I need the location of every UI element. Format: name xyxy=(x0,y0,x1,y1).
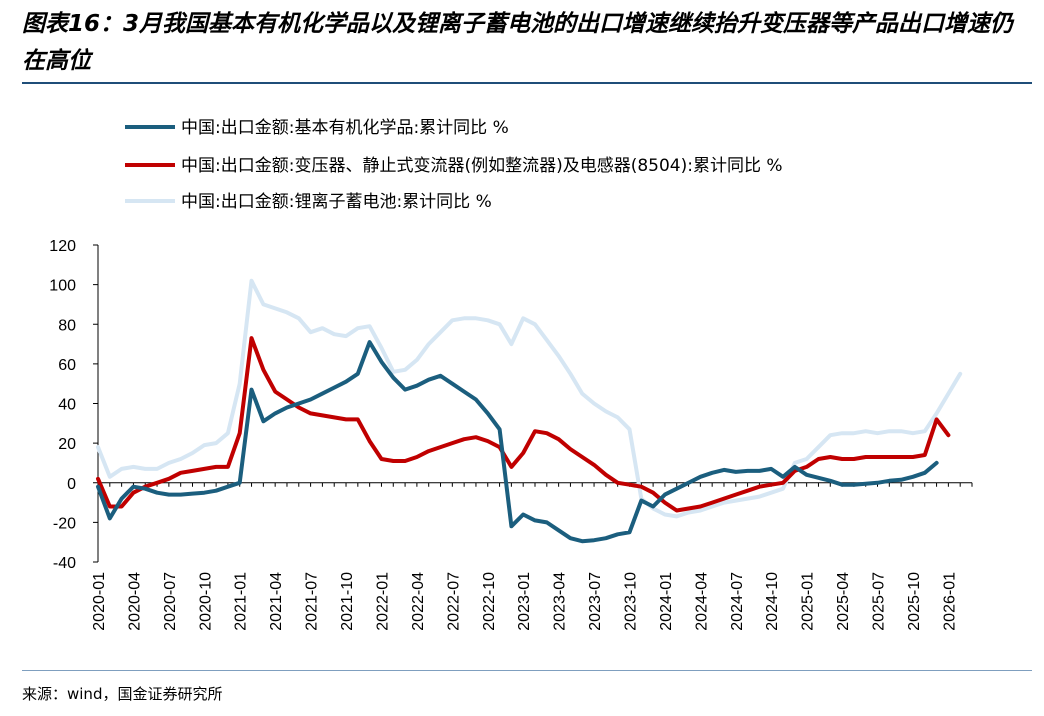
axes: -40 -20 0 20 40 60 80 100 120 2020-01 2020-04 2020-… xyxy=(49,238,973,631)
figure-title: 图表16：3月我国基本有机化学品以及锂离子蓄电池的出口增速继续抬升变压器等产品出… xyxy=(22,11,1014,74)
y-tick-label: -20 xyxy=(53,515,76,532)
x-tick-label: 2024-07 xyxy=(729,572,746,631)
legend: 中国:出口金额:基本有机化学品:累计同比 % 中国:出口金额:变压器、静止式变流器… xyxy=(125,118,783,212)
series-lines xyxy=(96,278,963,544)
x-tick-label: 2020-04 xyxy=(126,572,143,631)
x-tick-label: 2024-01 xyxy=(658,572,675,631)
legend-label: 中国:出口金额:锂离子蓄电池:累计同比 % xyxy=(181,192,492,212)
x-tick-label: 2022-04 xyxy=(410,572,427,631)
y-tick-label: 60 xyxy=(58,357,76,374)
x-tick-label: 2021-04 xyxy=(268,572,285,631)
x-tick-label: 2025-07 xyxy=(871,572,888,631)
series-line-2 xyxy=(96,278,963,519)
x-tick-label: 2023-01 xyxy=(516,572,533,631)
x-tick-label: 2024-04 xyxy=(693,572,710,631)
x-tick-label: 2023-07 xyxy=(587,572,604,631)
x-tick-label: 2025-04 xyxy=(835,572,852,631)
x-tick-label: 2021-10 xyxy=(339,572,356,631)
x-tick-label: 2025-10 xyxy=(906,572,923,631)
y-tick-label: 120 xyxy=(49,238,76,255)
series-line-0 xyxy=(96,340,939,544)
y-tick-label: 100 xyxy=(49,278,76,295)
x-tick-label: 2020-10 xyxy=(197,572,214,631)
x-tick-label: 2023-04 xyxy=(552,572,569,631)
x-tick-label: 2021-07 xyxy=(304,572,321,631)
x-tick-label: 2021-01 xyxy=(233,572,250,631)
x-tick-label: 2020-07 xyxy=(162,572,179,631)
x-tick-label: 2020-01 xyxy=(91,572,108,631)
x-tick-label: 2023-10 xyxy=(622,572,639,631)
legend-label: 中国:出口金额:基本有机化学品:累计同比 % xyxy=(181,118,509,138)
x-tick-label: 2026-01 xyxy=(941,572,958,631)
y-tick-label: 20 xyxy=(58,436,76,453)
source-divider xyxy=(22,670,1032,671)
x-tick-label: 2022-10 xyxy=(481,572,498,631)
x-tick-label: 2025-01 xyxy=(800,572,817,631)
y-tick-label: 80 xyxy=(58,317,76,334)
title-divider xyxy=(22,82,1032,84)
series-line-1 xyxy=(96,336,951,513)
x-tick-label: 2024-10 xyxy=(764,572,781,631)
legend-label: 中国:出口金额:变压器、静止式变流器(例如整流器)及电感器(8504):累计同比… xyxy=(181,156,783,176)
x-tick-label: 2022-07 xyxy=(445,572,462,631)
y-tick-label: -40 xyxy=(53,555,76,572)
y-tick-label: 40 xyxy=(58,397,76,414)
source-note: 来源：wind，国金证券研究所 xyxy=(22,685,223,703)
x-tick-label: 2022-01 xyxy=(374,572,391,631)
y-tick-label: 0 xyxy=(67,476,76,493)
